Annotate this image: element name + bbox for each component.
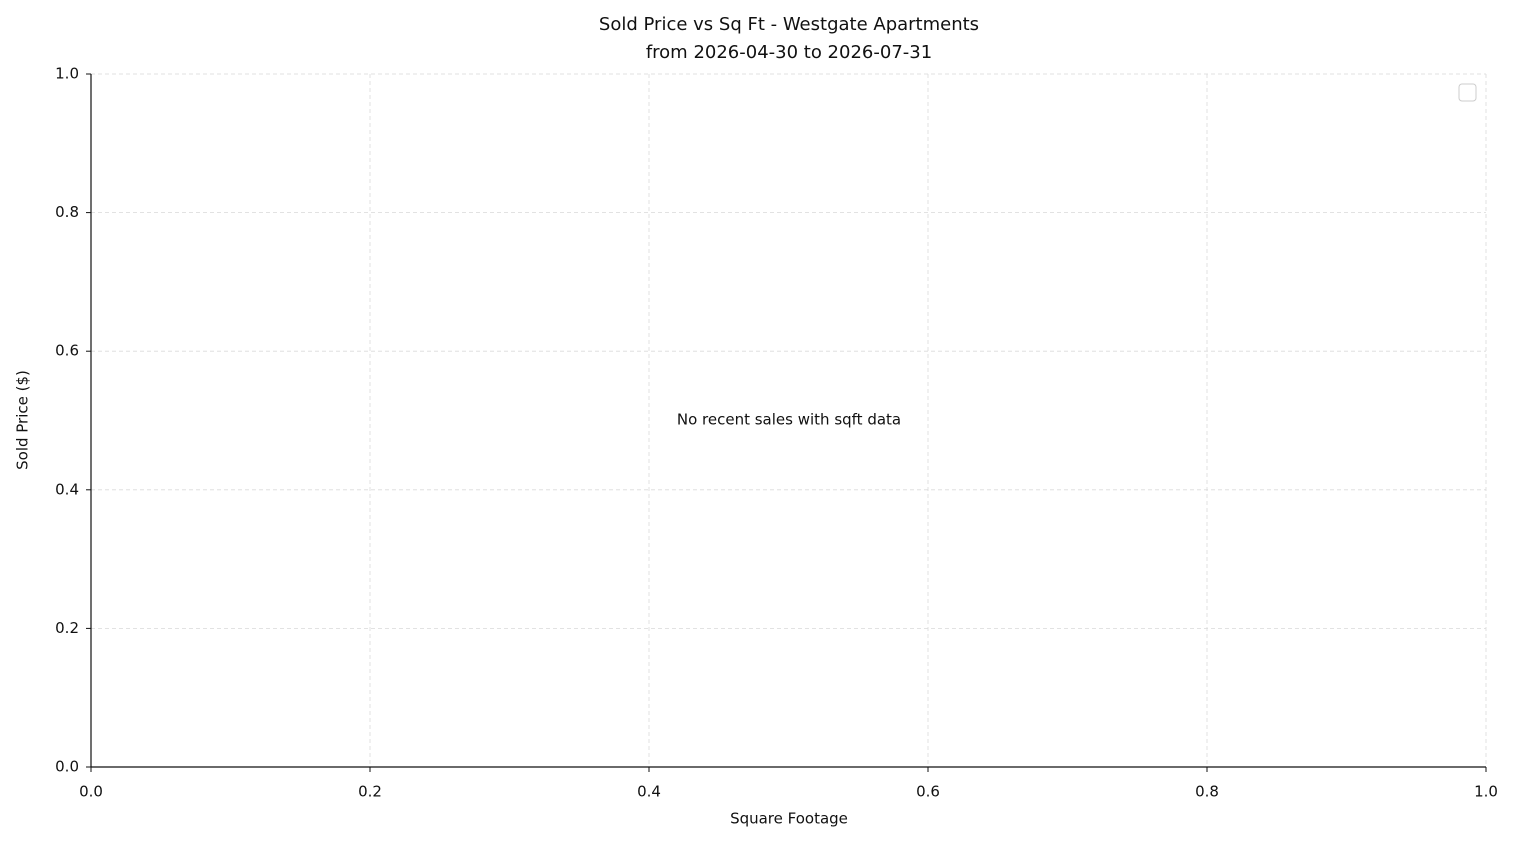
y-tick-label: 0.4 [55,480,79,498]
annotation: No recent sales with sqft data [677,411,901,429]
y-tick-label: 0.6 [55,342,79,360]
legend [1458,83,1477,102]
y-tick-label: 0.0 [55,758,79,776]
y-tick-label: 0.2 [55,619,79,637]
y-tick-label: 1.0 [55,65,79,83]
x-tick-label: 0.2 [358,783,382,801]
x-tick-label: 0.6 [916,783,940,801]
x-tick-label: 0.8 [1195,783,1219,801]
chart-subtitle: from 2026-04-30 to 2026-07-31 [646,42,932,63]
x-axis-label: Square Footage [730,810,848,828]
y-axis-label: Sold Price ($) [14,370,32,470]
x-tick-label: 0.0 [79,783,103,801]
x-tick-label: 0.4 [637,783,661,801]
y-tick-label: 0.8 [55,203,79,221]
x-tick-label: 1.0 [1474,783,1498,801]
chart-title: Sold Price vs Sq Ft - Westgate Apartment… [599,14,979,35]
